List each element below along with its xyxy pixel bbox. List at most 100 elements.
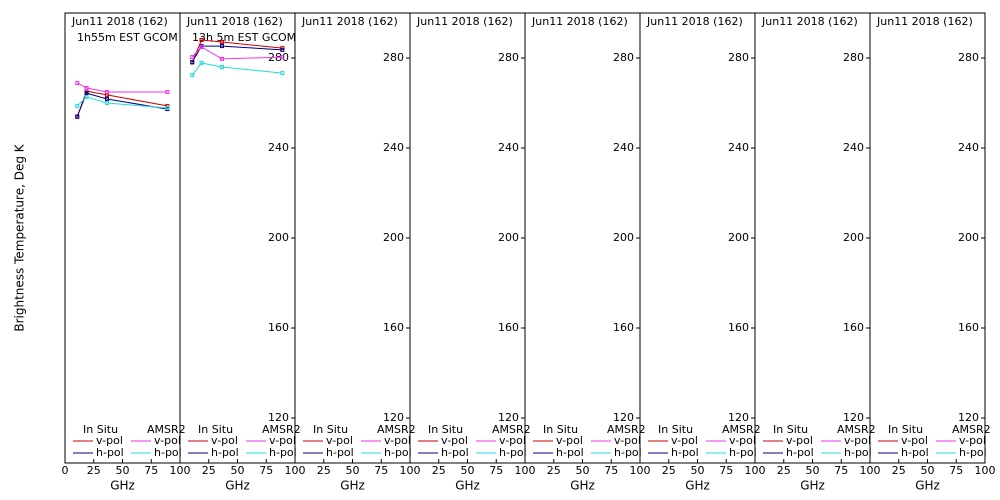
legend-label: v-pol: [729, 434, 756, 447]
y-tick-label: 240: [958, 141, 979, 154]
point: [219, 44, 224, 49]
point: [280, 47, 285, 52]
y-tick-label: 120: [728, 411, 749, 424]
y-tick-label: 160: [728, 321, 749, 334]
y-tick-label: 120: [498, 411, 519, 424]
x-tick-label: 25: [317, 464, 331, 477]
x-tick-label: 50: [691, 464, 705, 477]
y-tick-label: 280: [958, 51, 979, 64]
legend-label: h-pol: [959, 446, 987, 459]
x-tick-label: 100: [170, 464, 191, 477]
y-tick-label: 200: [958, 231, 979, 244]
x-tick-label: 50: [461, 464, 475, 477]
legend-label: h-pol: [844, 446, 872, 459]
y-tick-label: 240: [613, 141, 634, 154]
legend-group: AMSR2: [952, 423, 991, 436]
point: [280, 55, 285, 60]
y-tick-label: 120: [268, 411, 289, 424]
x-tick-label: 100: [860, 464, 881, 477]
panel-subtitle: 1h55m EST GCOM: [77, 31, 178, 44]
panel-title: Jun11 2018 (162): [416, 15, 513, 28]
series-line: [191, 39, 283, 63]
legend-group: In Situ: [198, 423, 233, 436]
point: [84, 94, 89, 99]
legend-label: v-pol: [901, 434, 928, 447]
x-tick-label: 25: [432, 464, 446, 477]
y-tick-label: 280: [613, 51, 634, 64]
legend-group: AMSR2: [377, 423, 416, 436]
series-line: [76, 96, 168, 109]
legend-label: h-pol: [556, 446, 584, 459]
legend-label: h-pol: [614, 446, 642, 459]
point: [190, 55, 195, 60]
legend-group: In Situ: [888, 423, 923, 436]
x-tick-label: 25: [202, 464, 216, 477]
series-line: [191, 46, 283, 60]
x-tick-label: 50: [576, 464, 590, 477]
legend-group: AMSR2: [147, 423, 186, 436]
point: [104, 89, 109, 94]
panel-title: Jun11 2018 (162): [71, 15, 168, 28]
legend-label: h-pol: [211, 446, 239, 459]
x-tick-label: 25: [547, 464, 561, 477]
x-tick-label: 50: [921, 464, 935, 477]
series-line: [191, 62, 283, 76]
legend-label: v-pol: [844, 434, 871, 447]
x-tick-label: 50: [346, 464, 360, 477]
x-tick-label: 100: [285, 464, 306, 477]
legend-label: h-pol: [384, 446, 412, 459]
legend-label: v-pol: [211, 434, 238, 447]
y-tick-label: 240: [383, 141, 404, 154]
panel-subtitle: 13h 5m EST GCOM: [192, 31, 296, 44]
legend-label: h-pol: [901, 446, 929, 459]
legend-label: v-pol: [96, 434, 123, 447]
point: [75, 80, 80, 85]
point: [84, 85, 89, 90]
legend-label: v-pol: [614, 434, 641, 447]
x-tick-label: 50: [231, 464, 245, 477]
y-tick-label: 200: [613, 231, 634, 244]
legend-group: In Situ: [658, 423, 693, 436]
legend-group: In Situ: [543, 423, 578, 436]
legend-label: h-pol: [326, 446, 354, 459]
legend-group: AMSR2: [607, 423, 646, 436]
y-axis-label: Brightness Temperature, Deg K: [13, 143, 27, 331]
legend-group: AMSR2: [722, 423, 761, 436]
x-tick-label: 75: [604, 464, 618, 477]
x-tick-label: 75: [489, 464, 503, 477]
point: [165, 105, 170, 110]
legend-label: h-pol: [499, 446, 527, 459]
x-tick-label: 75: [719, 464, 733, 477]
x-axis-label: GHz: [915, 479, 940, 493]
point: [104, 101, 109, 105]
y-tick-label: 200: [383, 231, 404, 244]
point: [84, 91, 89, 96]
panel-title: Jun11 2018 (162): [531, 15, 628, 28]
point: [190, 60, 195, 65]
point: [190, 73, 195, 78]
legend-label: h-pol: [729, 446, 757, 459]
y-tick-label: 200: [498, 231, 519, 244]
x-tick-label: 25: [662, 464, 676, 477]
point: [104, 96, 109, 101]
y-tick-label: 160: [613, 321, 634, 334]
series-line: [191, 45, 283, 63]
plot-frame: [64, 12, 181, 464]
legend-group: In Situ: [773, 423, 808, 436]
legend-group: AMSR2: [492, 423, 531, 436]
legend-label: v-pol: [154, 434, 181, 447]
legend-label: h-pol: [786, 446, 814, 459]
legend-group: In Situ: [313, 423, 348, 436]
y-tick-label: 160: [958, 321, 979, 334]
y-tick-label: 120: [613, 411, 634, 424]
point: [165, 89, 170, 94]
x-tick-label: 75: [834, 464, 848, 477]
x-axis-label: GHz: [570, 479, 595, 493]
x-tick-label: 25: [777, 464, 791, 477]
legend-label: v-pol: [671, 434, 698, 447]
y-tick-label: 240: [268, 141, 289, 154]
y-tick-label: 240: [498, 141, 519, 154]
series-line: [77, 82, 168, 93]
legend-group: AMSR2: [262, 423, 301, 436]
